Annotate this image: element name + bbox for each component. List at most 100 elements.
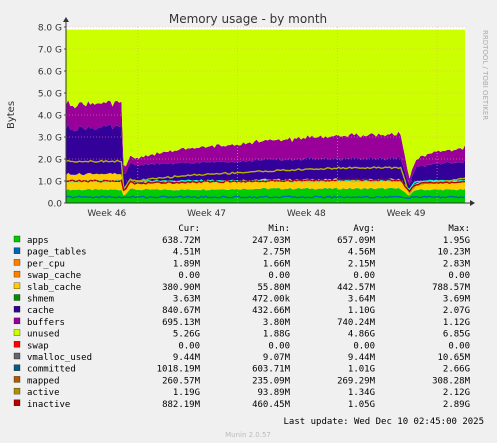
munin-version: Munin 2.0.57 [225,431,271,439]
legend-cur-active: 1.19G [173,388,200,398]
legend-swatch-active [13,387,21,395]
legend-label-inactive: inactive [27,400,70,410]
legend-max-apps: 1.95G [443,236,470,246]
legend-header-max: Max: [448,224,470,234]
legend-avg-committed: 1.01G [348,365,375,375]
legend-avg-unused: 4.86G [348,330,375,340]
y-tick-label: 5.0 G [38,90,62,100]
legend-label-active: active [27,388,60,398]
x-tick-label: Week 46 [87,209,126,219]
legend-swatch-per_cpu [13,259,21,266]
legend-label-page_tables: page_tables [27,248,87,258]
legend-min-slab_cache: 55.80M [257,283,290,293]
legend-min-apps: 247.03M [252,236,291,246]
x-axis-arrow [470,200,475,206]
legend-min-page_tables: 2.75M [263,248,291,258]
legend-cur-mapped: 260.57M [162,376,201,386]
area-buffers [66,100,465,185]
legend-swatch-swap_cache [13,270,21,278]
area-apps [66,187,465,203]
legend-header-min: Min: [268,224,290,234]
legend-avg-inactive: 1.05G [348,400,375,410]
area-unused [66,29,465,179]
legend-swatch-apps [13,235,21,243]
legend-cur-cache: 840.67M [162,306,201,316]
legend-label-buffers: buffers [27,318,65,328]
legend-avg-mapped: 269.29M [337,376,376,386]
legend-min-committed: 603.71M [252,365,291,375]
legend-label-unused: unused [27,330,60,340]
legend-min-inactive: 460.45M [252,400,291,410]
legend-avg-shmem: 3.64M [348,295,376,305]
legend-swatch-inactive [13,399,21,406]
x-tick-label: Week 47 [187,209,226,219]
legend-cur-buffers: 695.13M [162,318,201,328]
legend-swatch-cache [13,306,21,313]
legend-avg-vmalloc_used: 9.44M [348,353,376,363]
legend-swatch-buffers [13,317,21,325]
legend-swatch-mapped [13,376,21,383]
legend-max-slab_cache: 788.57M [432,283,471,293]
y-tick-label: 4.0 G [38,112,62,122]
legend-avg-buffers: 740.24M [337,318,376,328]
legend-min-active: 93.89M [257,388,290,398]
y-axis-label: Bytes [6,101,17,129]
y-tick-label: 3.0 G [38,134,62,144]
line-mapped [65,195,466,200]
last-update-text: Last update: Wed Dec 10 02:45:00 2025 [284,417,484,427]
legend-cur-apps: 638.72M [162,236,201,246]
legend-max-committed: 2.66G [443,365,470,375]
legend-swatch-slab_cache [13,282,21,289]
legend-max-shmem: 3.69M [443,295,471,305]
legend-label-apps: apps [27,236,49,246]
legend-max-swap: 0.00 [448,341,470,351]
rrdtool-watermark: RRDTOOL / TOBI OETIKER [481,30,489,120]
plot-area: 0.0 1.0 G 2.0 G 3.0 G 4.0 G 5.0 G 6.0 G 7.0 G 8.… [38,17,475,219]
legend-min-cache: 432.66M [252,306,291,316]
legend-max-mapped: 308.28M [432,376,471,386]
legend-max-swap_cache: 0.00 [448,271,470,281]
legend-swatch-unused [13,329,21,336]
legend-swatch-swap [13,341,21,348]
legend-cur-shmem: 3.63M [173,295,201,305]
legend-max-per_cpu: 2.83M [443,259,471,269]
legend-avg-slab_cache: 442.57M [337,283,376,293]
legend-min-buffers: 3.80M [263,318,291,328]
legend-min-swap_cache: 0.00 [268,271,290,281]
legend-avg-swap: 0.00 [353,341,375,351]
legend-label-cache: cache [27,306,54,316]
legend-label-per_cpu: per_cpu [27,259,65,269]
legend-max-inactive: 2.89G [443,400,470,410]
legend-header-avg: Avg: [353,224,375,234]
legend-cur-vmalloc_used: 9.44M [173,353,201,363]
legend-cur-inactive: 882.19M [162,400,201,410]
legend-avg-swap_cache: 0.00 [353,271,375,281]
legend-max-vmalloc_used: 10.65M [437,353,470,363]
x-tick-label: Week 48 [287,209,326,219]
y-tick-label: 7.0 G [38,46,62,56]
legend-min-per_cpu: 1.66M [263,259,291,269]
legend-avg-cache: 1.10G [348,306,375,316]
legend-label-slab_cache: slab_cache [27,283,81,293]
legend-max-cache: 2.07G [443,306,470,316]
y-tick-label: 8.0 G [38,24,62,34]
legend-cur-per_cpu: 1.89M [173,259,201,269]
area-slab_cache [66,173,465,196]
y-tick-label: 6.0 G [38,68,62,78]
legend-max-page_tables: 10.23M [437,248,470,258]
legend-cur-page_tables: 4.51M [173,248,201,258]
chart-title: Memory usage - by month [169,12,327,26]
legend-label-swap_cache: swap_cache [27,271,81,281]
y-tick-label: 0.0 [48,200,63,210]
legend-min-unused: 1.88G [263,330,290,340]
area-cache [66,123,465,192]
legend-swatch-vmalloc_used [13,352,21,360]
legend-max-active: 2.12G [443,388,470,398]
legend-swatch-committed [13,364,21,371]
legend-avg-page_tables: 4.56M [348,248,376,258]
legend-cur-swap_cache: 0.00 [178,271,200,281]
legend-swatch-page_tables [13,247,21,254]
legend-cur-swap: 0.00 [178,341,200,351]
y-axis-arrow [63,17,69,22]
